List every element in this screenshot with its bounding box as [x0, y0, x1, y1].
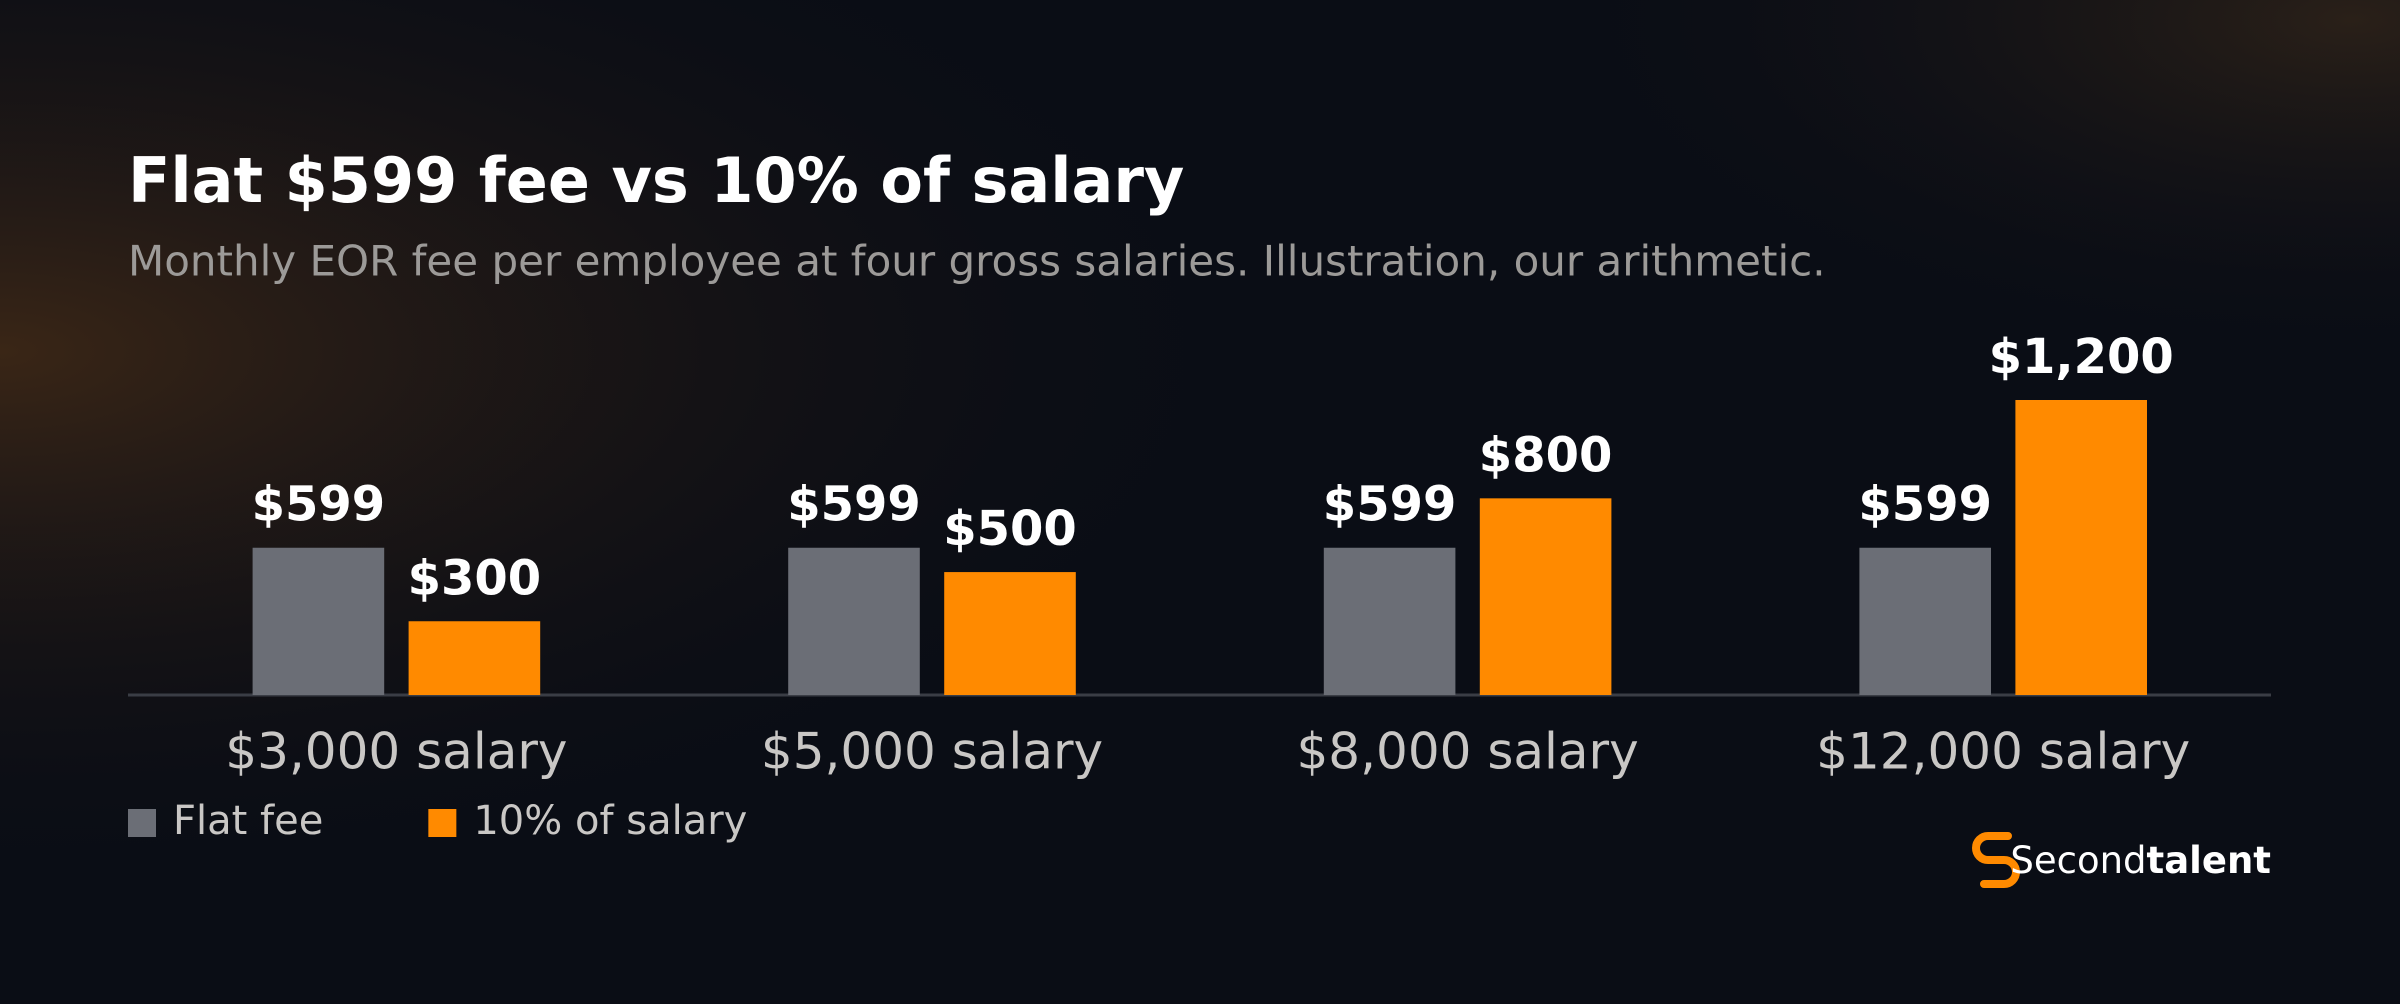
x-tick-label: $12,000 salary	[1816, 723, 2190, 781]
value-label: $599	[1323, 477, 1457, 533]
legend-swatch	[428, 809, 457, 837]
bar	[408, 621, 541, 695]
value-label: $1,200	[1989, 329, 2174, 385]
bar	[788, 547, 920, 695]
logo-light: Second	[2010, 839, 2146, 882]
logo-bold: talent	[2147, 839, 2271, 882]
logo: Secondtalent	[1972, 832, 2271, 888]
bar	[1479, 498, 1612, 695]
bar	[2015, 400, 2147, 695]
value-label: $599	[1858, 477, 1992, 533]
bar	[944, 572, 1076, 695]
value-label: $500	[943, 501, 1077, 557]
logo-icon	[1972, 832, 2020, 888]
legend-label: Flat fee	[173, 798, 323, 844]
value-label: $800	[1479, 427, 1613, 483]
x-tick-label: $8,000 salary	[1296, 723, 1638, 781]
value-label: $599	[787, 477, 921, 533]
chart-subtitle: Monthly EOR fee per employee at four gro…	[128, 237, 1826, 286]
x-tick-label: $3,000 salary	[225, 723, 567, 781]
bar	[1323, 547, 1456, 695]
bar	[252, 547, 385, 695]
legend-swatch	[128, 809, 156, 837]
value-label: $599	[252, 477, 386, 533]
bar	[1859, 547, 1991, 695]
x-tick-label: $5,000 salary	[761, 723, 1103, 781]
legend-label: 10% of salary	[473, 798, 747, 844]
chart-title: Flat $599 fee vs 10% of salary	[128, 144, 1184, 217]
logo-text: Secondtalent	[2010, 839, 2271, 882]
value-label: $300	[408, 550, 542, 606]
